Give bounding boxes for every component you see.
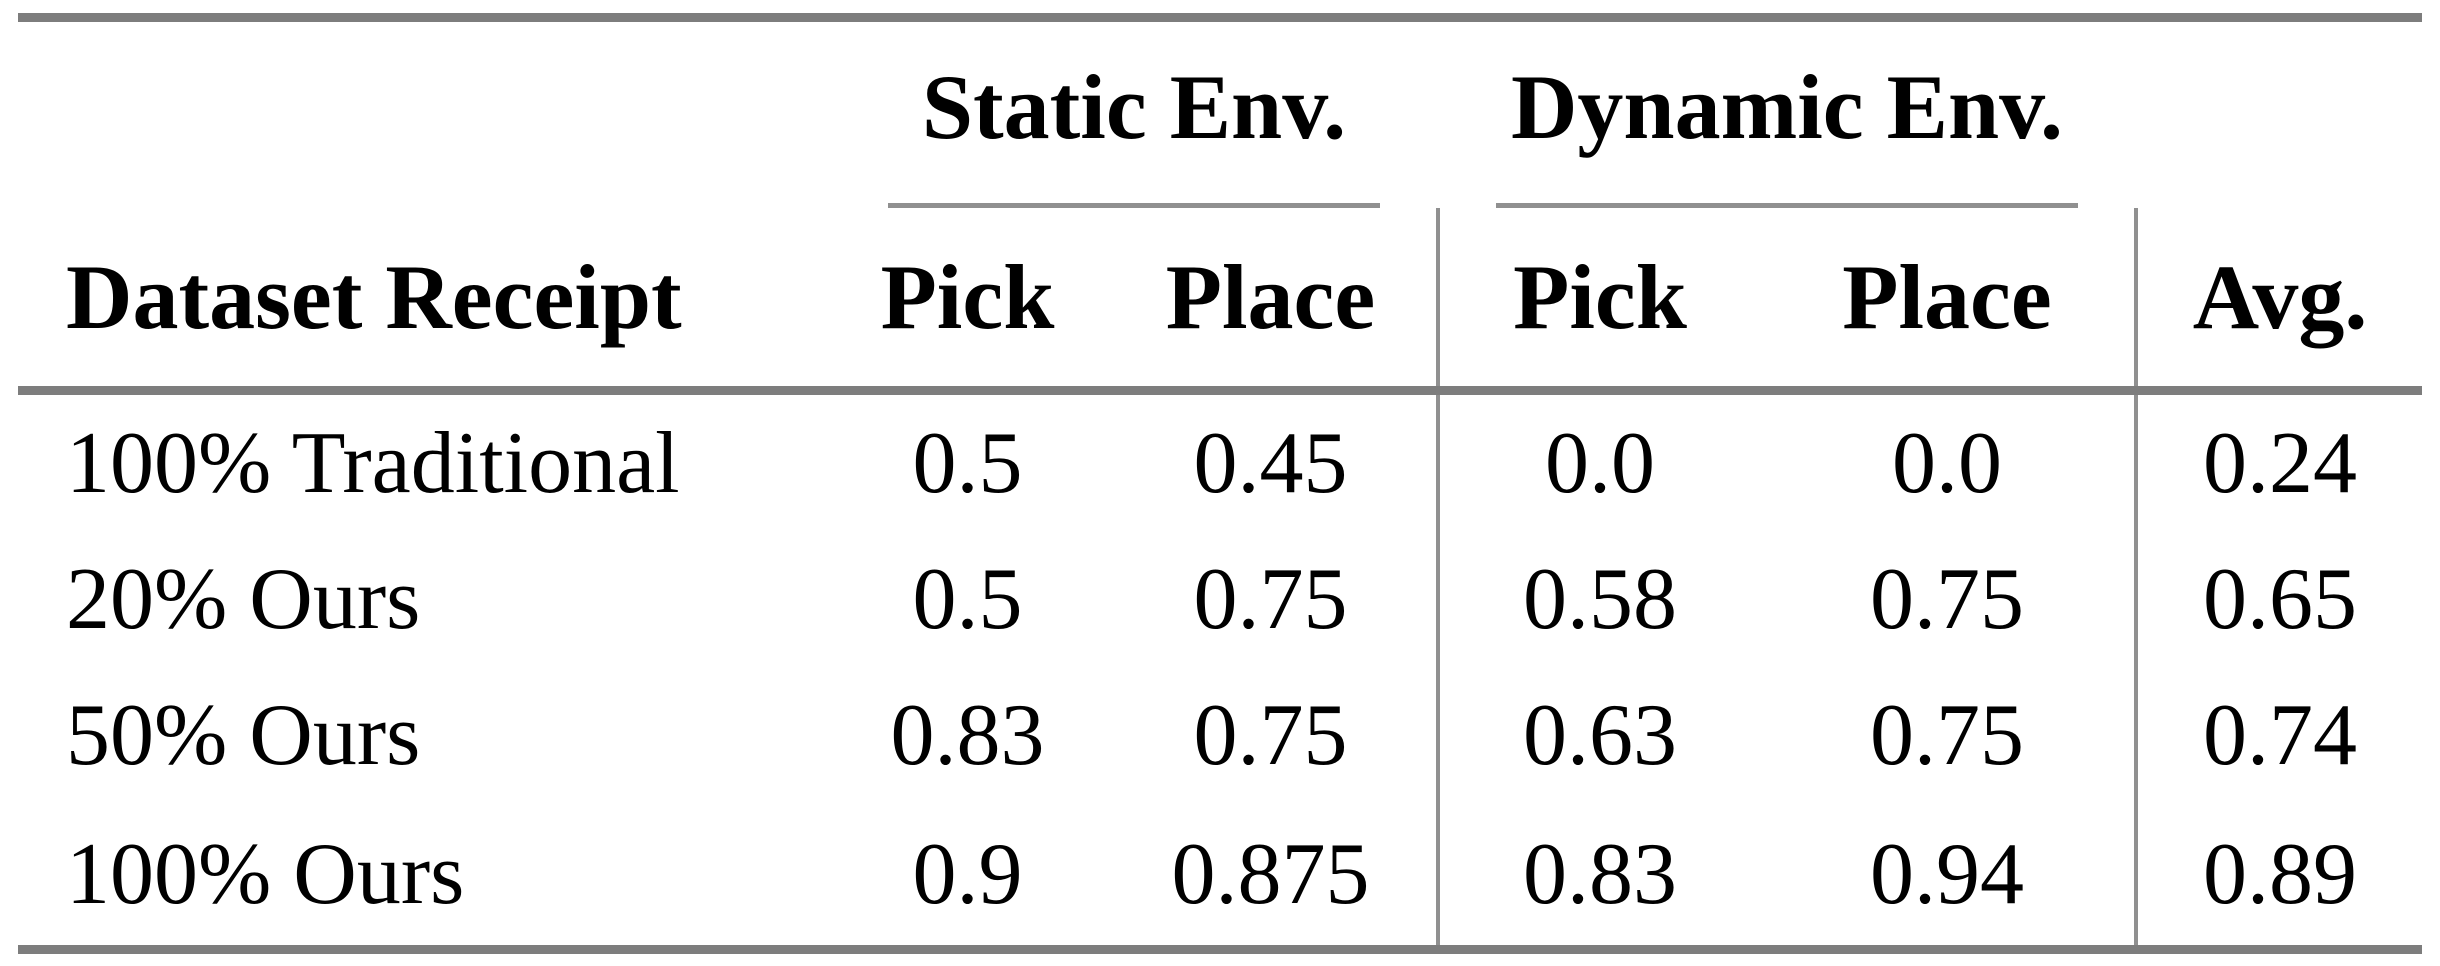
cell-static-place: 0.875: [1171, 825, 1370, 923]
row-label: 100% Traditional: [66, 414, 680, 512]
cell-dynamic-place: 0.75: [1870, 550, 2025, 648]
cell-static-pick: 0.5: [912, 550, 1023, 648]
cell-dynamic-place: 0.75: [1870, 686, 2025, 784]
cmidrule-dynamic: [1496, 203, 2079, 208]
cell-avg: 0.74: [2134, 667, 2423, 803]
cell-static-place: 0.45: [1193, 414, 1348, 512]
col-header-static-place: Place: [1165, 246, 1376, 348]
cell-static-place: 0.75: [1193, 686, 1348, 784]
table-row-100pct-traditional: 100% Traditional 0.5 0.45 0.0 0.0 0.24: [18, 390, 2423, 531]
cell-avg: 0.89: [2134, 803, 2423, 950]
cell-dynamic-pick: 0.58: [1436, 531, 1761, 667]
col-header-dataset-receipt: Dataset Receipt: [66, 246, 682, 348]
table-row-50pct-ours: 50% Ours 0.83 0.75 0.63 0.75 0.74: [18, 667, 2423, 803]
cell-dynamic-pick: 0.63: [1436, 667, 1761, 803]
cell-avg: 0.24: [2134, 390, 2423, 531]
cell-dynamic-pick: 0.83: [1436, 803, 1761, 950]
col-header-static-pick: Pick: [880, 246, 1055, 348]
group-dynamic-wrap: Dynamic Env.: [1438, 55, 2136, 208]
cmidrule-static: [888, 203, 1381, 208]
cell-static-place: 0.75: [1193, 550, 1348, 648]
group-header-dynamic-env: Dynamic Env.: [1438, 18, 2136, 208]
cell-dynamic-place: 0.94: [1870, 825, 2025, 923]
group-header-spacer-avg: [2136, 18, 2422, 209]
col-header-dynamic-pick: Pick: [1436, 208, 1761, 391]
group-static-wrap: Static Env.: [830, 55, 1438, 208]
group-header-spacer: [18, 18, 830, 209]
table-row-20pct-ours: 20% Ours 0.5 0.75 0.58 0.75 0.65: [18, 531, 2423, 667]
cell-dynamic-place: 0.0: [1892, 414, 2003, 512]
column-group-header-row: Static Env. Dynamic Env.: [18, 18, 2422, 209]
col-header-avg: Avg.: [2134, 208, 2423, 391]
group-label-static-env: Static Env.: [921, 56, 1347, 158]
row-label: 100% Ours: [66, 825, 465, 923]
cell-static-pick: 0.9: [912, 825, 1023, 923]
table-row-100pct-ours: 100% Ours 0.9 0.875 0.83 0.94 0.89: [18, 803, 2423, 950]
cell-avg: 0.65: [2134, 531, 2423, 667]
group-header-static-env: Static Env.: [830, 18, 1438, 208]
group-label-dynamic-env: Dynamic Env.: [1510, 56, 2064, 158]
column-header-row: Dataset Receipt Pick Place Pick Place Av…: [18, 208, 2423, 391]
row-label: 20% Ours: [66, 550, 421, 648]
row-label: 50% Ours: [66, 686, 421, 784]
cell-static-pick: 0.83: [890, 686, 1045, 784]
cell-static-pick: 0.5: [912, 414, 1023, 512]
cell-dynamic-pick: 0.0: [1436, 390, 1761, 531]
col-header-dynamic-place: Place: [1842, 246, 2052, 348]
results-table: Static Env. Dynamic Env. Dataset Receipt…: [18, 13, 2423, 954]
